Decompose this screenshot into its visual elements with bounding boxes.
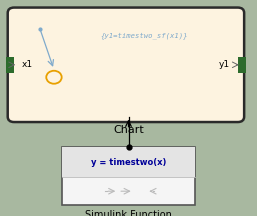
FancyBboxPatch shape bbox=[8, 8, 244, 122]
FancyBboxPatch shape bbox=[62, 147, 195, 205]
Text: {y1=timestwo_sf(x1)}: {y1=timestwo_sf(x1)} bbox=[100, 32, 188, 39]
Text: Chart: Chart bbox=[113, 125, 144, 135]
Text: x1: x1 bbox=[22, 60, 33, 69]
Text: Simulink Function: Simulink Function bbox=[85, 210, 172, 216]
FancyBboxPatch shape bbox=[6, 57, 14, 73]
FancyBboxPatch shape bbox=[238, 57, 246, 73]
Text: y1: y1 bbox=[219, 60, 230, 69]
FancyBboxPatch shape bbox=[62, 147, 195, 177]
Text: y = timestwo(x): y = timestwo(x) bbox=[91, 157, 166, 167]
